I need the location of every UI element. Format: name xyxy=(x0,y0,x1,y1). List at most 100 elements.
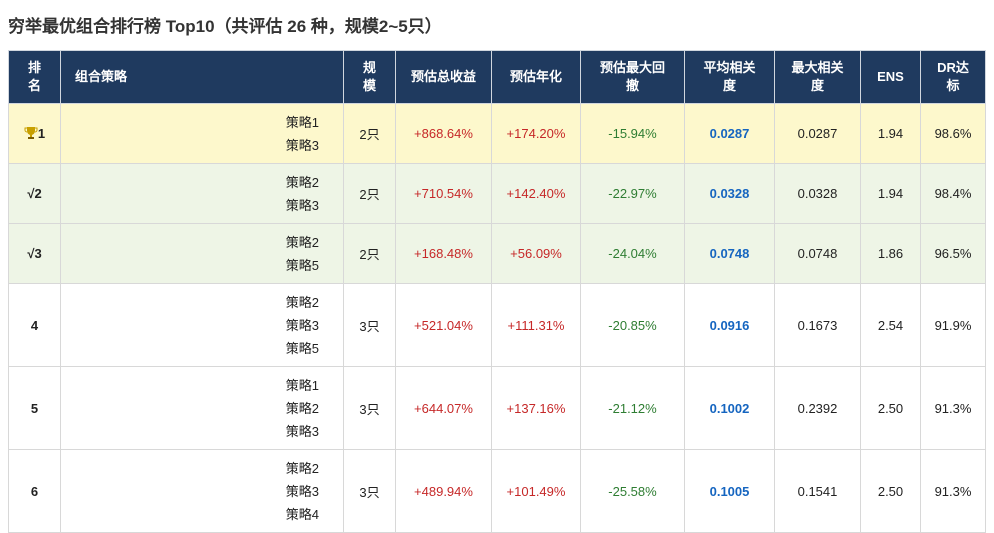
avg-corr-cell: 0.0916 xyxy=(684,283,775,367)
table-row: 6 策略2 策略3 策略4 3只 +489.94% +101.49% -25.58% 0.100… xyxy=(8,449,986,533)
strategy-name: 策略1 xyxy=(285,377,319,393)
max-drawdown-cell: -15.94% xyxy=(580,103,685,164)
annual-cell: +56.09% xyxy=(491,223,581,284)
avg-corr-cell: 0.1002 xyxy=(684,366,775,450)
rank-cell: 5 xyxy=(8,366,61,450)
rank-cell: 6 xyxy=(8,449,61,533)
size-cell: 2只 xyxy=(343,223,396,284)
dr-cell: 91.3% xyxy=(920,449,986,533)
max-corr-cell: 0.0328 xyxy=(774,163,861,224)
strategy-name: 策略2 xyxy=(285,400,319,416)
max-corr-cell: 0.0287 xyxy=(774,103,861,164)
column-header: 最大相关度 xyxy=(774,50,861,104)
strategy-cell: 策略1 策略3 xyxy=(60,103,344,164)
dr-cell: 91.3% xyxy=(920,366,986,450)
strategy-cell: 策略2 策略5 xyxy=(60,223,344,284)
size-cell: 3只 xyxy=(343,449,396,533)
avg-corr-cell: 0.0328 xyxy=(684,163,775,224)
ens-cell: 2.54 xyxy=(860,283,921,367)
header-row: 排名 组合策略 规模 预估总收益 预估年化 预估最大回撤 平均相关度 最大相关度 ENS DR达标 xyxy=(8,50,986,104)
rank-text: 1 xyxy=(37,126,46,141)
column-header: 排名 xyxy=(8,50,61,104)
column-header: 预估最大回撤 xyxy=(580,50,685,104)
ens-cell: 1.94 xyxy=(860,163,921,224)
strategy-name: 策略2 xyxy=(285,460,319,476)
dr-cell: 91.9% xyxy=(920,283,986,367)
trophy-icon xyxy=(24,127,38,139)
page-title: 穷举最优组合排行榜 Top10（共评估 26 种，规模2~5只） xyxy=(8,17,442,36)
strategy-name: 策略3 xyxy=(285,483,319,499)
table-row: 1 策略1 策略3 2只 +868.64% +174.20% -15.94% 0.0287 0.… xyxy=(8,103,986,164)
max-corr-cell: 0.1673 xyxy=(774,283,861,367)
dr-cell: 96.5% xyxy=(920,223,986,284)
total-return-cell: +644.07% xyxy=(395,366,492,450)
total-return-cell: +521.04% xyxy=(395,283,492,367)
annual-cell: +101.49% xyxy=(491,449,581,533)
strategy-cell: 策略2 策略3 xyxy=(60,163,344,224)
strategy-name: 策略3 xyxy=(285,137,319,153)
size-cell: 3只 xyxy=(343,283,396,367)
strategy-name: 策略5 xyxy=(285,340,319,356)
max-drawdown-cell: -22.97% xyxy=(580,163,685,224)
size-cell: 2只 xyxy=(343,163,396,224)
column-header: 组合策略 xyxy=(60,50,344,104)
column-header: DR达标 xyxy=(920,50,986,104)
strategy-name: 策略2 xyxy=(285,294,319,310)
annual-cell: +111.31% xyxy=(491,283,581,367)
ens-cell: 1.94 xyxy=(860,103,921,164)
rank-text: 4 xyxy=(30,317,39,333)
total-return-cell: +168.48% xyxy=(395,223,492,284)
strategy-name: 策略3 xyxy=(285,423,319,439)
table-row: 5 策略1 策略2 策略3 3只 +644.07% +137.16% -21.12% 0.100… xyxy=(8,366,986,450)
dr-cell: 98.4% xyxy=(920,163,986,224)
table-row: √2 策略2 策略3 2只 +710.54% +142.40% -22.97% 0.0328 0… xyxy=(8,163,986,224)
column-header: 平均相关度 xyxy=(684,50,775,104)
rank-cell: √2 xyxy=(8,163,61,224)
total-return-cell: +710.54% xyxy=(395,163,492,224)
max-drawdown-cell: -20.85% xyxy=(580,283,685,367)
strategy-cell: 策略2 策略3 策略4 xyxy=(60,449,344,533)
total-return-cell: +868.64% xyxy=(395,103,492,164)
rank-text: 6 xyxy=(30,483,39,499)
total-return-cell: +489.94% xyxy=(395,449,492,533)
rank-cell: 1 xyxy=(8,103,61,164)
strategy-name: 策略1 xyxy=(285,114,319,130)
strategy-name: 策略2 xyxy=(285,174,319,190)
ranking-table: 排名 组合策略 规模 预估总收益 预估年化 预估最大回撤 平均相关度 最大相关度 ENS DR达标… xyxy=(8,50,986,533)
column-header: 预估总收益 xyxy=(395,50,492,104)
annual-cell: +142.40% xyxy=(491,163,581,224)
size-cell: 3只 xyxy=(343,366,396,450)
ens-cell: 2.50 xyxy=(860,366,921,450)
max-drawdown-cell: -24.04% xyxy=(580,223,685,284)
column-header: 预估年化 xyxy=(491,50,581,104)
annual-cell: +137.16% xyxy=(491,366,581,450)
annual-cell: +174.20% xyxy=(491,103,581,164)
dr-cell: 98.6% xyxy=(920,103,986,164)
avg-corr-cell: 0.0287 xyxy=(684,103,775,164)
strategy-cell: 策略2 策略3 策略5 xyxy=(60,283,344,367)
strategy-name: 策略4 xyxy=(285,506,319,522)
rank-text: 5 xyxy=(30,400,39,416)
strategy-name: 策略2 xyxy=(285,234,319,250)
table-body: 1 策略1 策略3 2只 +868.64% +174.20% -15.94% 0.0287 0.… xyxy=(8,103,986,533)
strategy-name: 策略5 xyxy=(285,257,319,273)
size-cell: 2只 xyxy=(343,103,396,164)
rank-cell: 4 xyxy=(8,283,61,367)
strategy-cell: 策略1 策略2 策略3 xyxy=(60,366,344,450)
avg-corr-cell: 0.1005 xyxy=(684,449,775,533)
ens-cell: 2.50 xyxy=(860,449,921,533)
strategy-name: 策略3 xyxy=(285,317,319,333)
avg-corr-cell: 0.0748 xyxy=(684,223,775,284)
column-header: ENS xyxy=(860,50,921,104)
table-row: √3 策略2 策略5 2只 +168.48% +56.09% -24.04% 0.0748 0.… xyxy=(8,223,986,284)
ens-cell: 1.86 xyxy=(860,223,921,284)
max-corr-cell: 0.2392 xyxy=(774,366,861,450)
rank-text: √2 xyxy=(27,186,42,201)
strategy-name: 策略3 xyxy=(285,197,319,213)
max-drawdown-cell: -21.12% xyxy=(580,366,685,450)
rank-text: √3 xyxy=(27,246,42,261)
table-row: 4 策略2 策略3 策略5 3只 +521.04% +111.31% -20.85% 0.091… xyxy=(8,283,986,367)
max-corr-cell: 0.1541 xyxy=(774,449,861,533)
rank-cell: √3 xyxy=(8,223,61,284)
